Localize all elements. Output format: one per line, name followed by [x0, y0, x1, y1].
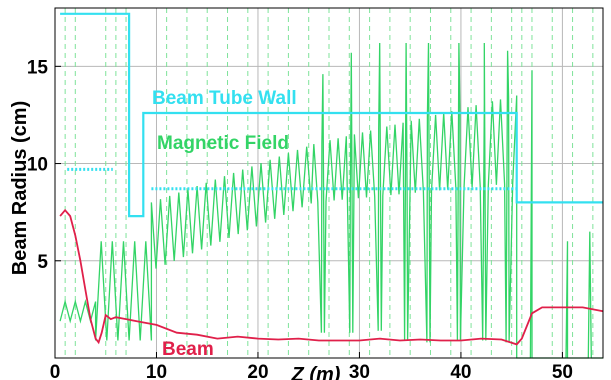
x-tick-label-20: 20 — [247, 362, 268, 380]
plot-frame — [54, 7, 604, 359]
x-axis-label: Z (m) — [291, 364, 341, 380]
magnetic-field-label: Magnetic Field — [157, 133, 289, 154]
beam-tube-wall-label: Beam Tube Wall — [152, 88, 297, 109]
y-tick-label-5: 5 — [37, 252, 48, 273]
beam-label: Beam — [162, 339, 214, 360]
y-tick-label-10: 10 — [27, 155, 48, 176]
y-axis-label: Beam Radius (cm) — [9, 101, 31, 276]
x-tick-label-40: 40 — [450, 362, 471, 380]
x-tick-label-0: 0 — [50, 362, 61, 380]
x-tick-label-50: 50 — [552, 362, 573, 380]
x-tick-label-10: 10 — [146, 362, 167, 380]
x-tick-label-30: 30 — [349, 362, 370, 380]
y-tick-label-15: 15 — [27, 57, 49, 78]
beam-line — [59, 208, 604, 346]
tick-layer: 0 10 20 30 40 50 5 10 15 — [27, 57, 573, 380]
